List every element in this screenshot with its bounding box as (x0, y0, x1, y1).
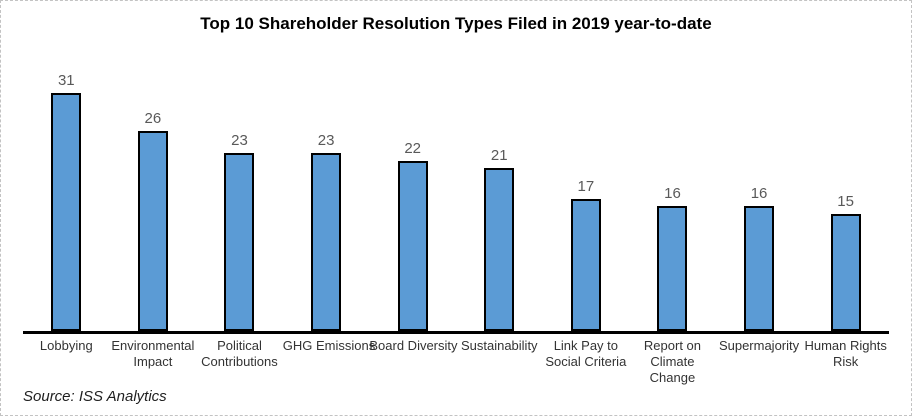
tick-line: Impact (133, 354, 173, 369)
bar (484, 168, 515, 331)
bar-value-label: 16 (664, 185, 681, 202)
bar-value-label: 31 (57, 72, 75, 89)
bar-column: 16 (716, 185, 803, 331)
bar (830, 214, 861, 331)
x-axis-category-label: GHG Emissions (282, 338, 376, 386)
bar (311, 153, 342, 331)
tick-line: Board Diversity (369, 338, 458, 353)
bar-value-label: 23 (231, 132, 248, 149)
bar (657, 206, 688, 331)
tick-line: Climate (650, 354, 695, 369)
tick-line: Link Pay to (553, 338, 619, 353)
tick-line: Social Criteria (545, 354, 627, 369)
tick-line: Report on (643, 338, 701, 353)
bar (51, 93, 82, 331)
bar-column: 26 (110, 110, 197, 331)
bar-column: 31 (23, 72, 110, 331)
x-axis-category-label: Political Contributions (196, 338, 283, 386)
tick-line: Supermajority (718, 338, 800, 353)
bar (397, 161, 428, 331)
x-axis-category-label: Link Pay to Social Criteria (543, 338, 630, 386)
tick-line: Lobbying (39, 338, 93, 353)
tick-line: Human Rights (804, 338, 887, 353)
tick-line: GHG Emissions (282, 338, 376, 353)
bar-value-label: 17 (577, 178, 595, 195)
bar-column: 21 (456, 147, 543, 331)
x-axis-category-label: Board Diversity (369, 338, 458, 386)
x-axis-line (23, 331, 889, 334)
bar (137, 131, 168, 331)
x-axis-category-label: Report on Climate Change (629, 338, 716, 386)
bar-column: 23 (283, 132, 370, 331)
tick-line: Political (217, 338, 262, 353)
bar-value-label: 16 (750, 185, 768, 202)
chart-title: Top 10 Shareholder Resolution Types File… (200, 14, 712, 33)
bar (224, 153, 255, 331)
source-note: Source: ISS Analytics (23, 388, 167, 405)
x-axis-category-label: Environmental Impact (110, 338, 197, 386)
bar-value-label: 26 (144, 110, 162, 127)
bar-column: 22 (369, 140, 456, 331)
bar-column: 23 (196, 132, 283, 331)
plot-area: 31 26 23 23 22 21 17 16 16 15 (23, 35, 889, 331)
x-axis-category-label: Lobbying (23, 338, 110, 386)
tick-line: Sustainability (460, 338, 538, 353)
tick-line: Change (649, 370, 696, 385)
x-axis-category-label: Sustainability (456, 338, 543, 386)
tick-line: Contributions (201, 354, 278, 369)
x-axis-labels: Lobbying Environmental Impact Political Cont… (23, 338, 889, 386)
bar-column: 15 (802, 193, 889, 331)
bar-column: 16 (629, 185, 716, 331)
bar-value-label: 15 (837, 193, 854, 210)
bar-value-label: 21 (490, 147, 508, 164)
tick-line: Environmental (111, 338, 195, 353)
x-axis-category-label: Human Rights Risk (802, 338, 889, 386)
bar (744, 206, 775, 331)
x-axis-category-label: Supermajority (716, 338, 803, 386)
bar-value-label: 23 (317, 132, 335, 149)
tick-line: Risk (833, 354, 859, 369)
bar-column: 17 (543, 178, 630, 331)
bar (570, 199, 601, 331)
bar-value-label: 22 (404, 140, 422, 157)
